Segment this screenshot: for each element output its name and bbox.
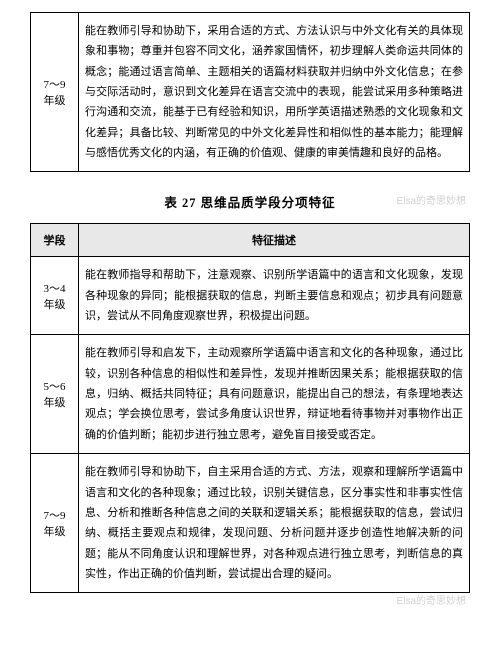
description-cell: 能在教师引导和启发下，主动观察所学语篇中语言和文化的各种现象，通过比较，识别各种…	[79, 335, 470, 454]
table-row: 3～4 年级 能在教师指导和帮助下，注意观察、识别所学语篇中的语言和文化现象，发…	[31, 257, 470, 335]
description-cell: 能在教师指导和帮助下，注意观察、识别所学语篇中的语言和文化现象，发现各种现象的异…	[79, 257, 470, 335]
watermark-text: Elsa的奇思妙想	[397, 592, 466, 607]
stage-cell: 3～4 年级	[31, 257, 79, 335]
description-cell: 能在教师引导和协助下，自主采用合适的方式、方法，观察和理解所学语篇中语言和文化的…	[79, 454, 470, 593]
header-stage: 学段	[31, 224, 79, 257]
table-27: 学段 特征描述 3～4 年级 能在教师指导和帮助下，注意观察、识别所学语篇中的语…	[30, 223, 470, 593]
table-header-row: 学段 特征描述	[31, 224, 470, 257]
table-row: 7～9 年级 能在教师引导和协助下，采用合适的方式、方法认识与中外文化有关的具体…	[31, 13, 470, 172]
table-prev-fragment: 7～9 年级 能在教师引导和协助下，采用合适的方式、方法认识与中外文化有关的具体…	[30, 12, 470, 172]
description-cell: 能在教师引导和协助下，采用合适的方式、方法认识与中外文化有关的具体现象和事物；尊…	[79, 13, 470, 172]
table-row: 5～6 年级 能在教师引导和启发下，主动观察所学语篇中语言和文化的各种现象，通过…	[31, 335, 470, 454]
stage-cell: 5～6 年级	[31, 335, 79, 454]
stage-cell: 7～9 年级	[31, 13, 79, 172]
stage-cell: 7～9 年级	[31, 454, 79, 593]
header-description: 特征描述	[79, 224, 470, 257]
table-row: 7～9 年级 能在教师引导和协助下，自主采用合适的方式、方法，观察和理解所学语篇…	[31, 454, 470, 593]
table-caption: 表 27 思维品质学段分项特征	[30, 192, 470, 211]
